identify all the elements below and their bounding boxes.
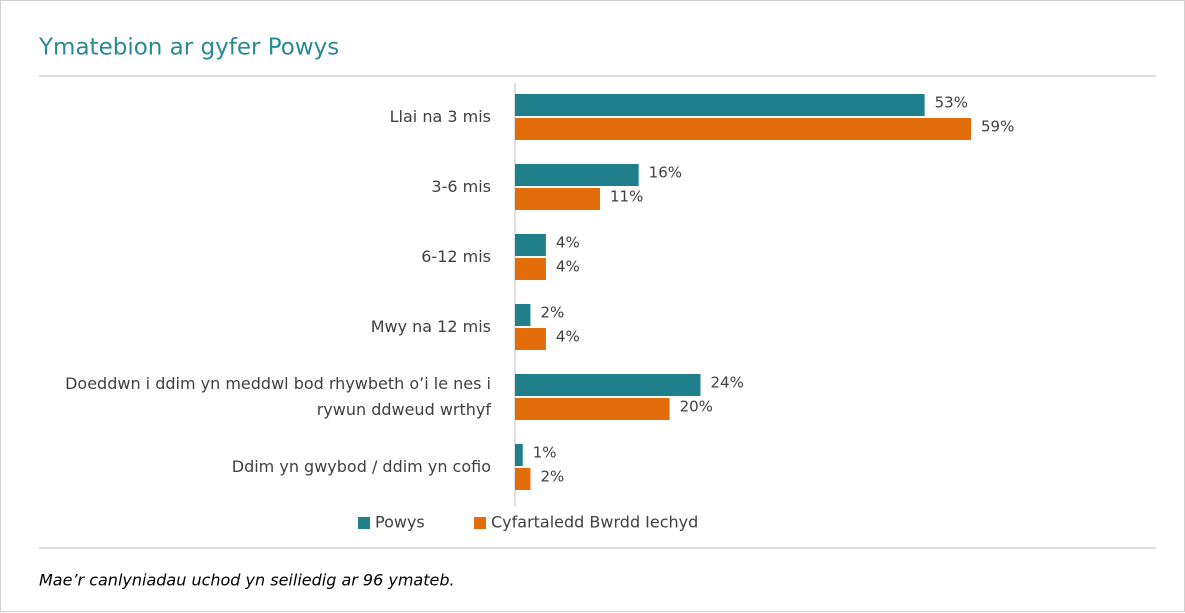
legend-swatch <box>358 517 370 529</box>
bar <box>515 468 531 490</box>
category-label: Llai na 3 mis <box>389 107 491 126</box>
legend-label: Powys <box>375 513 425 532</box>
data-label: 2% <box>540 468 564 486</box>
category-label: Doeddwn i ddim yn meddwl bod rhywbeth o’… <box>65 374 491 419</box>
bar <box>515 304 531 326</box>
data-label: 1% <box>533 444 557 462</box>
data-label: 24% <box>710 374 743 392</box>
data-label: 16% <box>649 164 682 182</box>
data-label: 53% <box>935 94 968 112</box>
legend-label: Cyfartaledd Bwrdd Iechyd <box>491 513 698 532</box>
data-label: 20% <box>680 398 713 416</box>
data-label: 11% <box>610 188 643 206</box>
category-label: 6-12 mis <box>421 247 491 266</box>
data-label: 4% <box>556 328 580 346</box>
legend-swatch <box>474 517 486 529</box>
bar <box>515 398 670 420</box>
bar <box>515 258 546 280</box>
category-label: 3-6 mis <box>431 177 491 196</box>
bar <box>515 444 523 466</box>
data-label: 59% <box>981 118 1014 136</box>
data-label: 2% <box>540 304 564 322</box>
category-label: Mwy na 12 mis <box>370 317 491 336</box>
bar <box>515 118 971 140</box>
footnote: Mae’r canlyniadau uchod yn seiliedig ar … <box>39 571 455 590</box>
data-label: 4% <box>556 234 580 252</box>
bar <box>515 374 701 396</box>
bar <box>515 164 639 186</box>
bar <box>515 94 925 116</box>
bar <box>515 188 601 210</box>
chart-title: Ymatebion ar gyfer Powys <box>38 35 339 61</box>
bar <box>515 234 546 256</box>
category-label: Ddim yn gwybod / ddim yn cofio <box>231 457 491 476</box>
bar <box>515 328 546 350</box>
data-label: 4% <box>556 258 580 276</box>
